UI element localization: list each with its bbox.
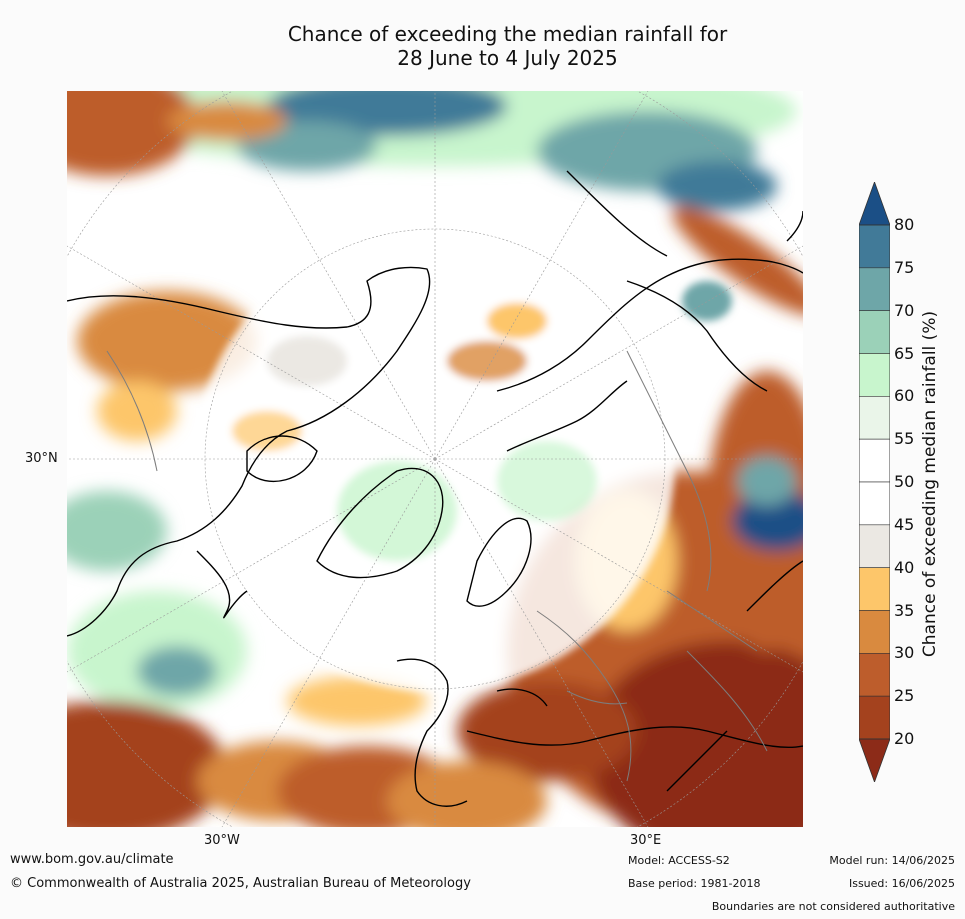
title-line-1: Chance of exceeding the median rainfall … (287, 22, 728, 46)
colorbar (859, 182, 890, 782)
colorbar-bin (859, 353, 890, 397)
rainfall-map (67, 91, 803, 827)
colorbar-bin (859, 567, 890, 611)
colorbar-extension-high (859, 182, 890, 226)
colorbar-bin (859, 438, 890, 483)
graticule (67, 91, 803, 827)
colorbar-tick-label: 80 (894, 215, 915, 234)
colorbar-bins (859, 182, 890, 782)
footer-model-run: Model run: 14/06/2025 (829, 854, 955, 867)
title-line-2: 28 June to 4 July 2025 (397, 46, 618, 70)
footer-model: Model: ACCESS-S2 (628, 854, 730, 867)
colorbar-tick-label: 65 (894, 343, 915, 363)
footer-website: www.bom.gov.au/climate (10, 852, 174, 867)
colorbar-tick-label: 35 (894, 600, 915, 620)
colorbar-tick-label: 25 (894, 686, 915, 706)
colorbar-label-text: Chance of exceeding median rainfall (%) (920, 310, 940, 658)
lon-label-30w: 30°W (204, 833, 240, 848)
colorbar-bin (859, 224, 890, 269)
colorbar-bin (859, 310, 890, 354)
colorbar-tick-label: 70 (894, 300, 915, 320)
lon-label-30e: 30°E (630, 833, 662, 848)
colorbar-extension-low (859, 738, 890, 782)
colorbar-bin (859, 481, 890, 526)
colorbar-tick-label: 30 (894, 643, 915, 663)
colorbar-tick-label: 60 (894, 386, 915, 406)
colorbar-tick-label: 45 (894, 514, 915, 534)
footer-copyright: © Commonwealth of Australia 2025, Austra… (10, 876, 471, 891)
colorbar-tick-label: 50 (894, 472, 915, 491)
footer-issued: Issued: 16/06/2025 (848, 877, 955, 890)
footer-base-period: Base period: 1981-2018 (628, 877, 761, 890)
colorbar-tick-label: 20 (894, 729, 915, 748)
colorbar-bin (859, 524, 890, 568)
footer-disclaimer: Boundaries are not considered authoritat… (711, 900, 955, 913)
chart-title: Chance of exceeding the median rainfall … (140, 22, 875, 70)
colorbar-tick-label: 75 (894, 257, 915, 277)
colorbar-bin (859, 267, 890, 311)
lat-label-30n: 30°N (25, 451, 58, 466)
map-canvas (67, 91, 803, 827)
colorbar-bin (859, 695, 890, 740)
colorbar-bin (859, 396, 890, 440)
colorbar-bin (859, 653, 890, 697)
colorbar-tick-label: 40 (894, 557, 915, 577)
colorbar-tick-label: 55 (894, 429, 915, 449)
colorbar-bin (859, 610, 890, 654)
borders (106, 350, 768, 782)
coastlines (67, 170, 803, 807)
